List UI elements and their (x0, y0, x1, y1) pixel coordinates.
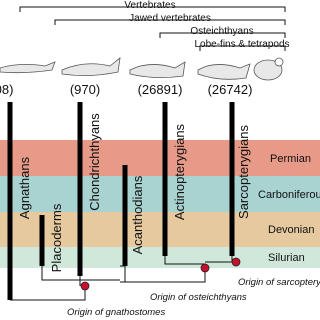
tree-lines (7, 102, 235, 301)
species-count: (26891) (138, 82, 183, 97)
species-count: 08) (0, 82, 13, 97)
origin-label: Origin of sarcopterygians (238, 277, 320, 288)
taxon-label: Agnathans (17, 156, 32, 219)
taxon-label: Sarcopterygians (236, 125, 251, 219)
clade-label: Osteichthyans (190, 26, 253, 37)
species-count: (970) (70, 82, 100, 97)
taxon-label: Placoderms (49, 203, 64, 272)
animal-silhouettes (0, 57, 284, 81)
origin-label: Origin of gnathostomes (67, 307, 165, 318)
clade-label: Vertebrates (124, 0, 175, 11)
period-label: Carboniferous (258, 189, 320, 201)
period-label: Permian (270, 153, 311, 165)
clade-label: Lobe-fins & tetrapods (194, 39, 289, 50)
clade-label: Jawed vertebrates (129, 13, 211, 24)
taxon-label: Acanthodians (130, 175, 145, 254)
taxon-label: Chondrichthyans (87, 113, 102, 211)
species-count: (26742) (208, 82, 253, 97)
origin-label: Origin of osteichthyans (150, 292, 247, 303)
origin-dots (80, 257, 241, 291)
taxon-label: Actinopterygians (172, 123, 187, 220)
clade-brackets (19, 6, 286, 51)
period-label: Devonian (268, 224, 314, 236)
period-label: Silurian (268, 252, 305, 264)
